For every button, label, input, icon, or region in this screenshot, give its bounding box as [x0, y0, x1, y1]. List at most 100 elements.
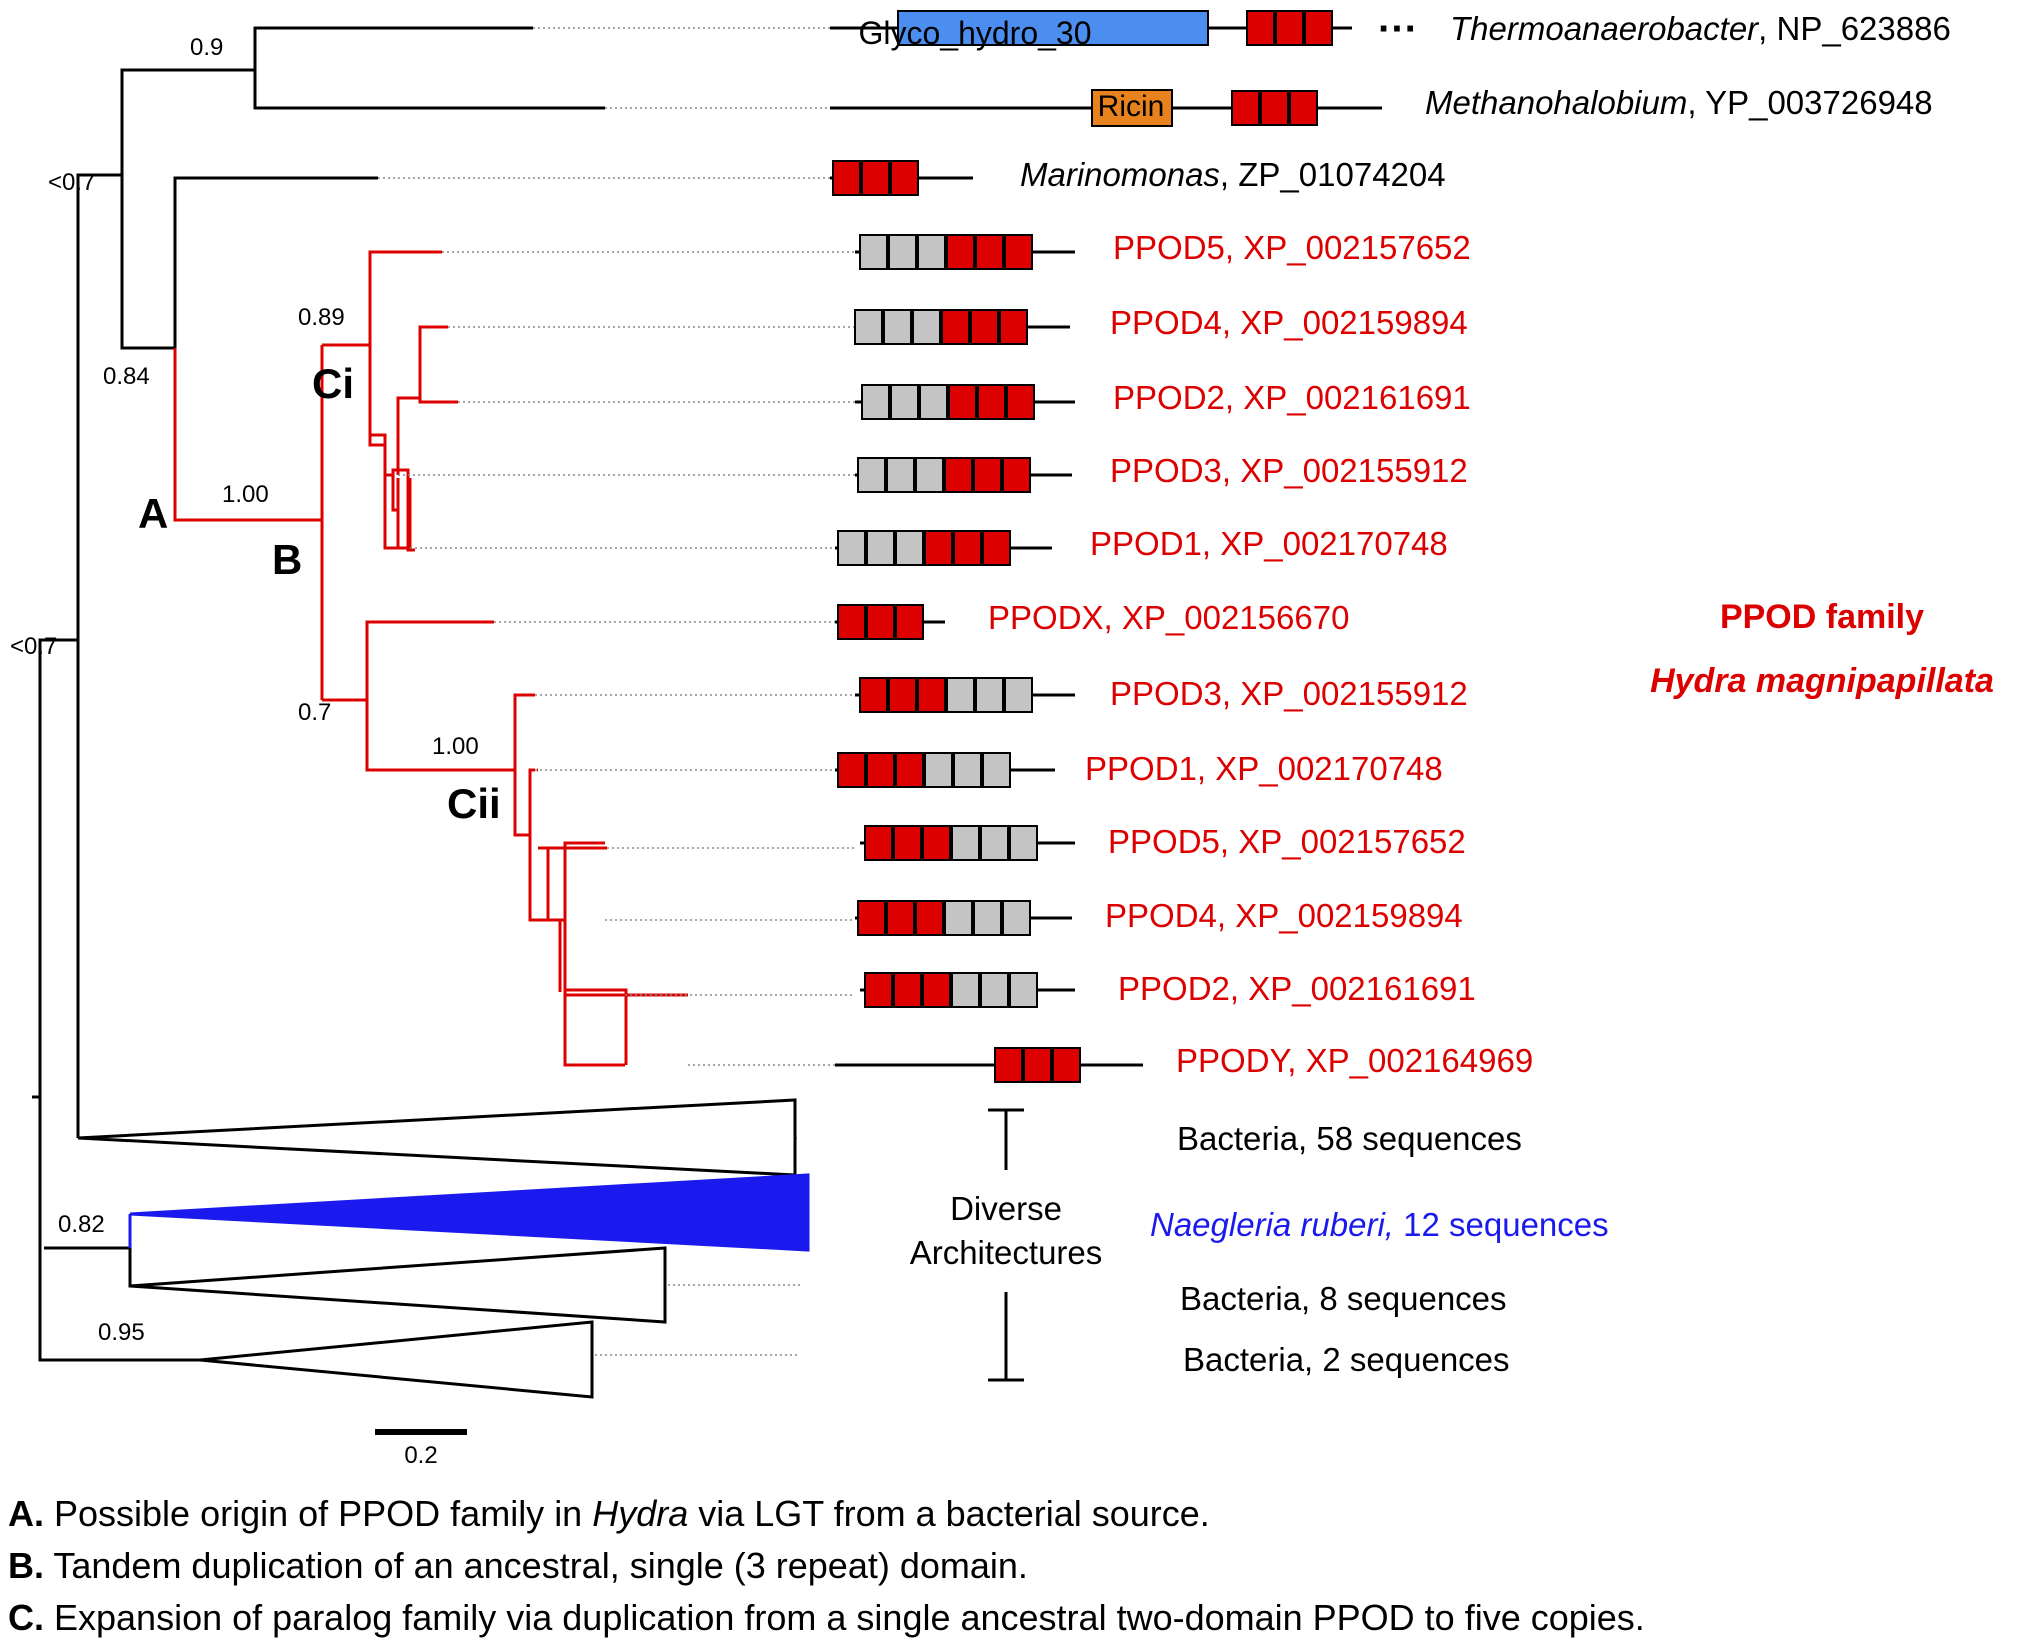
- repeat-domain-gray: [944, 900, 973, 936]
- tree-branches-ppod: [173, 250, 628, 1067]
- scale-bar-label: 0.2: [404, 1442, 437, 1469]
- repeat-domain-gray: [975, 677, 1004, 713]
- leader-lines: [378, 27, 855, 1356]
- repeat-domain-red: [977, 384, 1006, 420]
- repeat-domain-red: [924, 530, 953, 566]
- taxon-bacteria-2: Bacteria, 2 sequences: [1183, 1341, 1510, 1378]
- collapsed-clade-bacteria-8: [129, 1246, 667, 1324]
- scale-bar: 0.2: [375, 1429, 467, 1469]
- domain-architectures: [830, 10, 1382, 1083]
- collapsed-clade-naegleria: [128, 1173, 810, 1252]
- support-0-95: 0.95: [98, 1319, 145, 1346]
- support-lt-0-7-a: <0.7: [48, 169, 95, 196]
- repeat-domain-gray: [888, 234, 917, 270]
- repeat-domain-gray: [1009, 972, 1038, 1008]
- taxon-bacteria-58: Bacteria, 58 sequences: [1177, 1120, 1522, 1157]
- taxon-naegleria: Naegleria ruberi, 12 sequences: [1150, 1206, 1609, 1243]
- repeat-domain-red: [1304, 10, 1333, 46]
- figure-footnotes: A. Possible origin of PPOD family in Hyd…: [8, 1488, 2008, 1644]
- repeat-domain-red: [922, 825, 951, 861]
- repeat-domain-red: [1275, 10, 1304, 46]
- taxon-ppody: PPODY, XP_002164969: [1176, 1042, 1533, 1079]
- repeat-domain-red: [941, 309, 970, 345]
- repeat-domain-gray: [857, 457, 886, 493]
- node-label-cii: Cii: [447, 780, 501, 827]
- ricin-domain: [1091, 89, 1173, 127]
- repeat-domain-red: [861, 160, 890, 196]
- repeat-domain-red: [832, 160, 861, 196]
- repeat-domain-red: [1006, 384, 1035, 420]
- repeat-domain-red: [866, 752, 895, 788]
- support-0-84: 0.84: [103, 363, 150, 390]
- repeat-domain-gray: [837, 530, 866, 566]
- repeat-domain-gray: [951, 825, 980, 861]
- diverse-architectures-bracket: [988, 1108, 1024, 1382]
- support-0-7: 0.7: [298, 699, 331, 726]
- repeat-domain-gray: [861, 384, 890, 420]
- repeat-domain-red: [859, 677, 888, 713]
- repeat-domain-red: [953, 530, 982, 566]
- repeat-domain-red: [975, 234, 1004, 270]
- ppod-family-label: PPOD family: [1720, 598, 1924, 636]
- repeat-domain-gray: [886, 457, 915, 493]
- collapsed-clade-bacteria-58: [77, 1098, 797, 1177]
- repeat-domain-red: [999, 309, 1028, 345]
- repeat-domain-red: [888, 677, 917, 713]
- node-label-ci: Ci: [312, 360, 354, 407]
- support-0-82: 0.82: [58, 1211, 105, 1238]
- repeat-domain-gray: [1009, 825, 1038, 861]
- taxon-marinomonas: Marinomonas, ZP_01074204: [1020, 156, 1446, 193]
- taxon-ppod1-ci: PPOD1, XP_002170748: [1090, 525, 1448, 562]
- repeat-domain-red: [893, 972, 922, 1008]
- repeat-domain-red: [857, 900, 886, 936]
- repeat-domain-gray: [890, 384, 919, 420]
- node-label-a: A: [138, 490, 168, 537]
- taxon-bacteria-8: Bacteria, 8 sequences: [1180, 1280, 1507, 1317]
- hydra-species-label: Hydra magnipapillata: [1650, 662, 1994, 700]
- repeat-domain-gray: [854, 309, 883, 345]
- repeat-domain-red: [866, 604, 895, 640]
- repeat-domain-gray: [866, 530, 895, 566]
- repeat-domain-red: [864, 825, 893, 861]
- repeat-domain-red: [1231, 90, 1260, 126]
- taxon-ppod4-ci: PPOD4, XP_002159894: [1110, 304, 1468, 341]
- repeat-domain-gray: [917, 234, 946, 270]
- truncation-ellipsis: ···: [1378, 7, 1418, 51]
- taxon-ppodx: PPODX, XP_002156670: [988, 599, 1349, 636]
- repeat-domain-red: [895, 752, 924, 788]
- repeat-domain-gray: [953, 752, 982, 788]
- repeat-domain-gray: [980, 825, 1009, 861]
- repeat-domain-red: [922, 972, 951, 1008]
- repeat-domain-gray: [912, 309, 941, 345]
- glyco-hydro-30-domain: [897, 10, 1209, 46]
- taxon-ppod3-cii: PPOD3, XP_002155912: [1110, 675, 1468, 712]
- diverse-label: Diverse: [950, 1190, 1062, 1227]
- repeat-domain-gray: [915, 457, 944, 493]
- taxon-ppod5-ci: PPOD5, XP_002157652: [1113, 229, 1471, 266]
- repeat-domain-red: [1289, 90, 1318, 126]
- taxon-ppod4-cii: PPOD4, XP_002159894: [1105, 897, 1463, 934]
- repeat-domain-gray: [883, 309, 912, 345]
- repeat-domain-gray: [982, 752, 1011, 788]
- repeat-domain-red: [973, 457, 1002, 493]
- taxon-methanohalobium: Methanohalobium, YP_003726948: [1425, 84, 1933, 121]
- repeat-domain-red: [895, 604, 924, 640]
- repeat-domain-gray: [924, 752, 953, 788]
- taxon-labels: Thermoanaerobacter, NP_623886 Methanohal…: [988, 10, 1951, 1378]
- repeat-domain-gray: [946, 677, 975, 713]
- tree-cii-clade: [513, 695, 688, 997]
- glyco-hydro-label: Glyco_hydro_30: [858, 15, 1091, 51]
- taxon-thermoanaerobacter: Thermoanaerobacter, NP_623886: [1450, 10, 1951, 47]
- taxon-ppod2-cii: PPOD2, XP_002161691: [1118, 970, 1476, 1007]
- repeat-domain-red: [890, 160, 919, 196]
- tree-ci-clade: [320, 252, 412, 550]
- repeat-domain-gray: [919, 384, 948, 420]
- repeat-domain-red: [864, 972, 893, 1008]
- repeat-domain-red: [837, 604, 866, 640]
- taxon-ppod5-cii: PPOD5, XP_002157652: [1108, 823, 1466, 860]
- ricin-label: Ricin: [1098, 90, 1165, 123]
- repeat-domain-red: [917, 677, 946, 713]
- repeat-domain-red: [946, 234, 975, 270]
- repeat-domain-gray: [951, 972, 980, 1008]
- node-label-b: B: [272, 536, 302, 583]
